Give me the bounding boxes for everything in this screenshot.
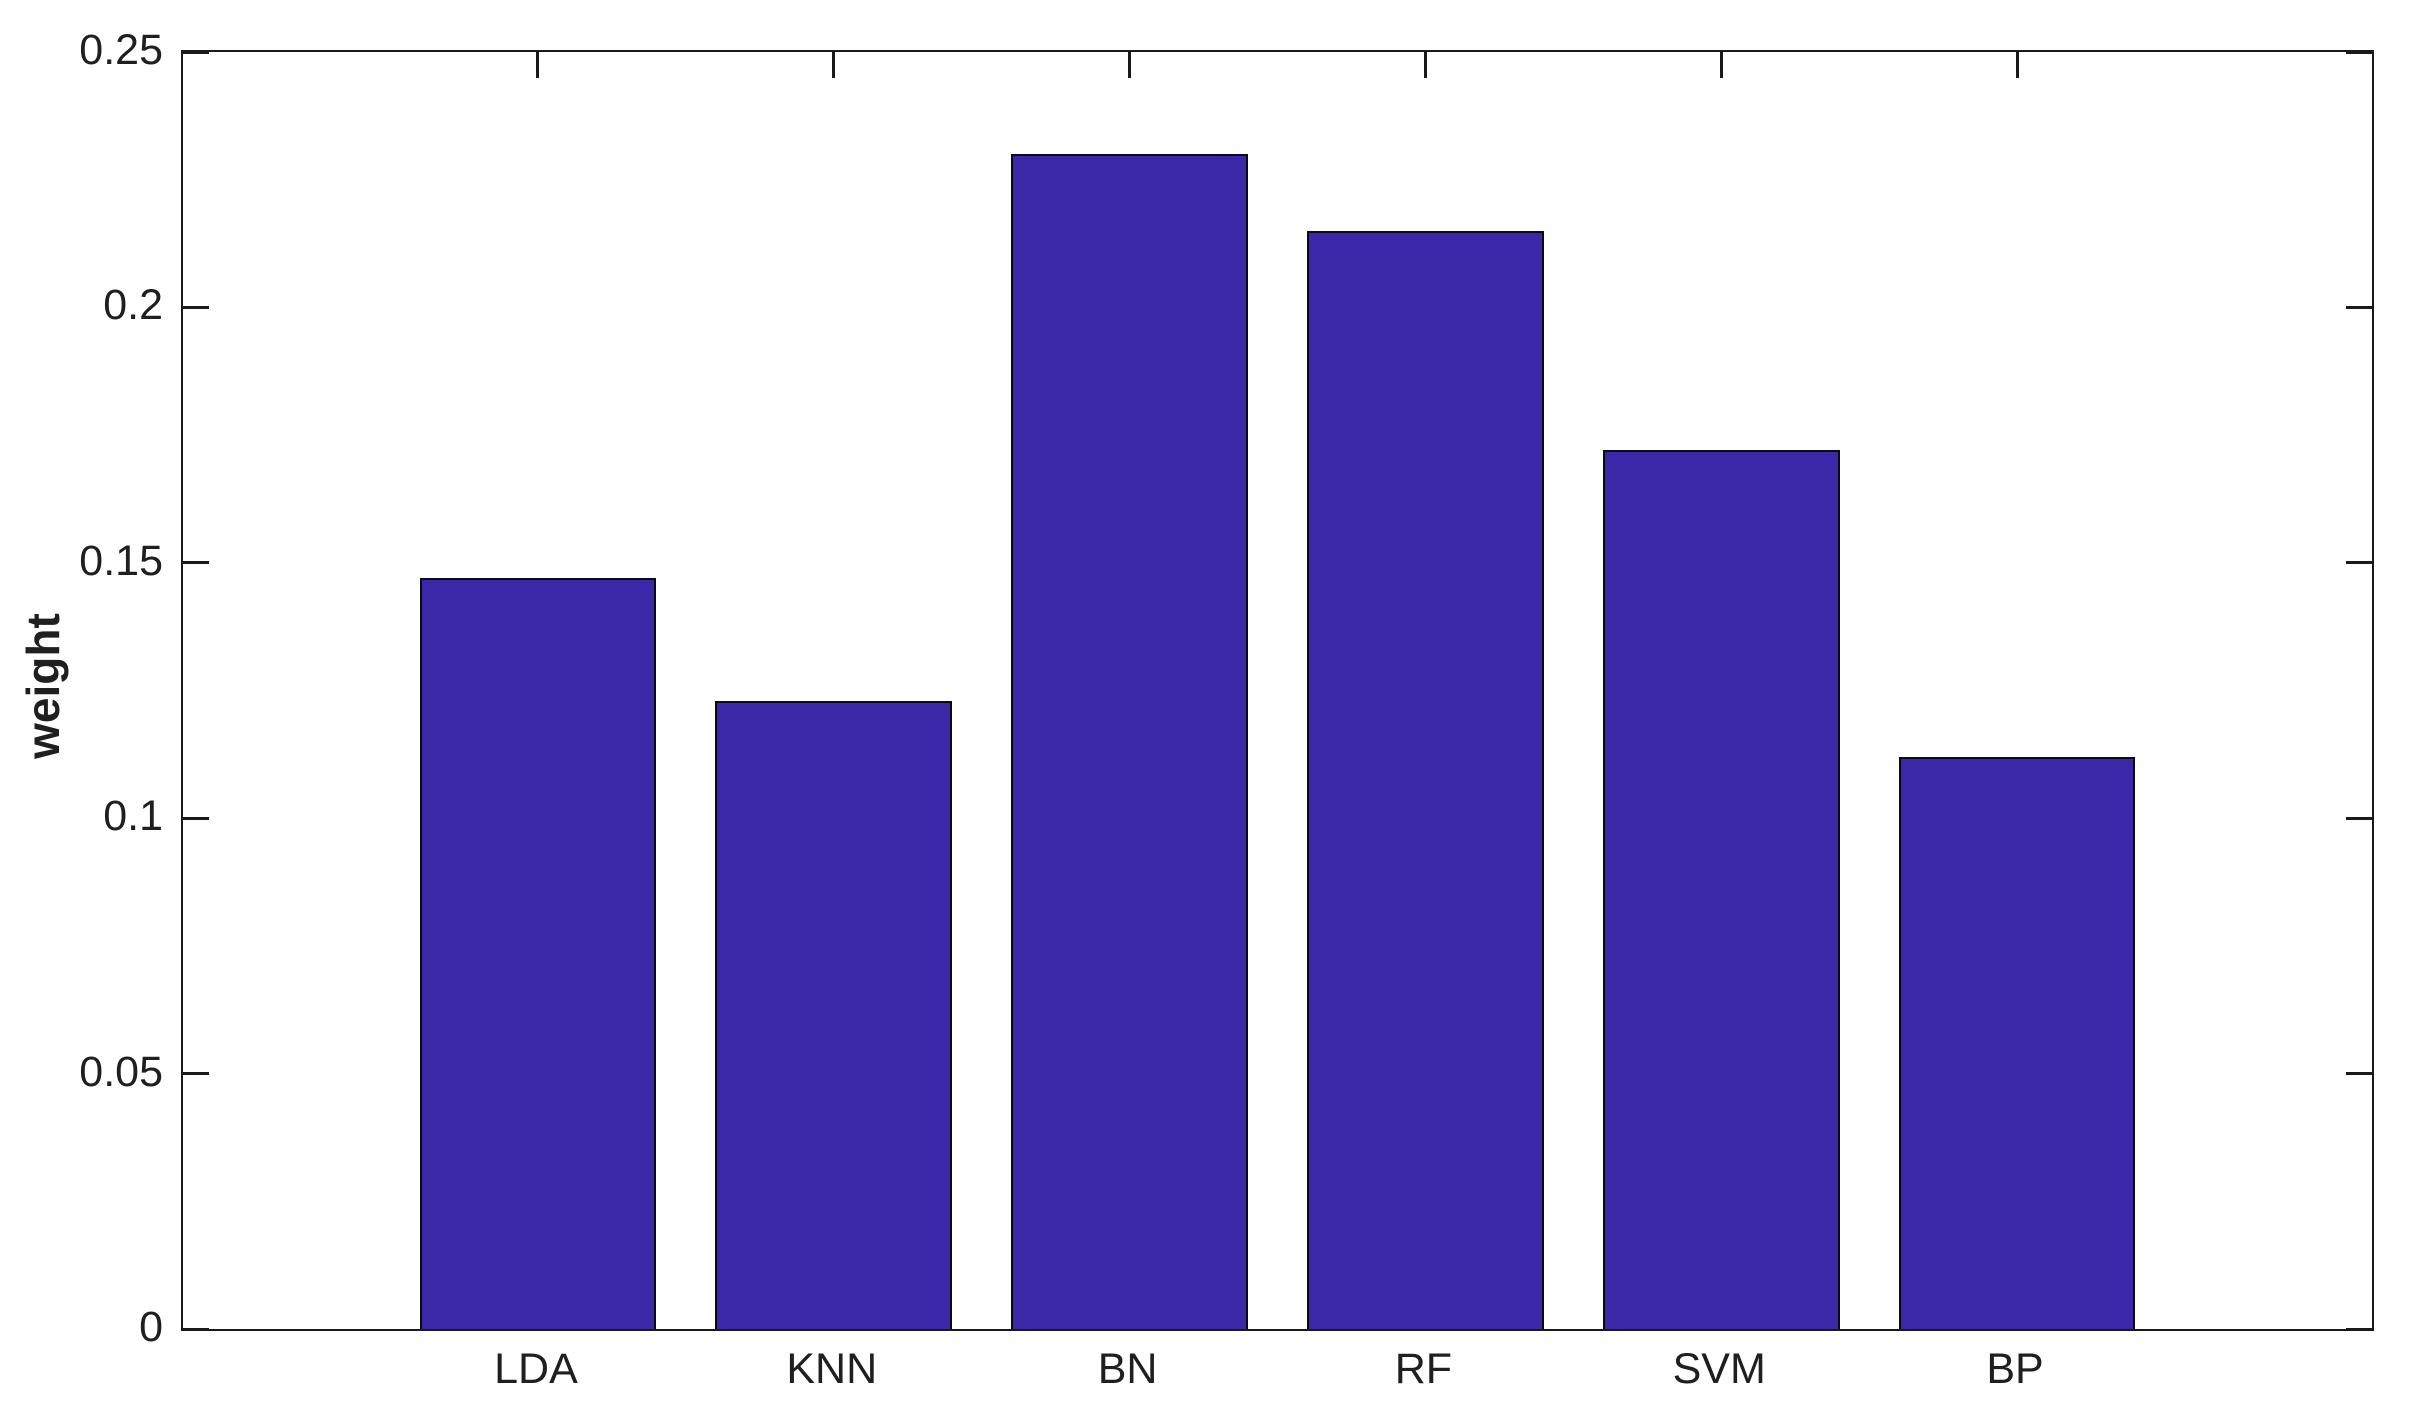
xtick-label: BP — [1986, 1345, 2044, 1393]
xtick-mark-top — [832, 52, 836, 78]
bar-bp — [1898, 756, 2136, 1329]
ytick-mark-right — [2346, 561, 2372, 565]
ytick-mark-left — [183, 561, 209, 565]
xtick-label: KNN — [786, 1345, 878, 1393]
ytick-label: 0.25 — [79, 26, 163, 74]
ytick-mark-right — [2346, 816, 2372, 820]
xtick-label: RF — [1394, 1345, 1453, 1393]
ytick-label: 0 — [139, 1303, 163, 1351]
bar-lda — [419, 578, 657, 1329]
ytick-mark-left — [183, 816, 209, 820]
ytick-mark-right — [2346, 305, 2372, 309]
plot-area — [181, 50, 2374, 1331]
xtick-mark-top — [536, 52, 540, 78]
ytick-mark-right — [2346, 1327, 2372, 1331]
ytick-label: 0.15 — [79, 536, 163, 585]
xtick-label: SVM — [1672, 1345, 1766, 1393]
ytick-label: 0.05 — [79, 1047, 163, 1096]
bar-bn — [1011, 154, 1248, 1329]
ytick-label: 0.2 — [103, 281, 163, 330]
xtick-label: LDA — [494, 1345, 578, 1393]
xtick-mark-top — [1719, 52, 1723, 78]
bar-knn — [715, 700, 953, 1329]
ytick-mark-right — [2346, 1072, 2372, 1076]
xtick-label: BN — [1097, 1345, 1158, 1393]
ytick-mark-left — [183, 1327, 209, 1331]
ytick-mark-left — [183, 305, 209, 309]
xtick-mark-top — [2015, 52, 2019, 78]
xtick-mark-top — [1423, 52, 1427, 78]
xtick-mark-top — [1128, 52, 1132, 78]
bar-svm — [1602, 450, 1840, 1329]
ytick-label: 0.1 — [103, 792, 163, 841]
ytick-mark-left — [183, 1072, 209, 1076]
ytick-mark-right — [2346, 50, 2372, 54]
bar-rf — [1307, 230, 1544, 1329]
ytick-mark-left — [183, 50, 209, 54]
